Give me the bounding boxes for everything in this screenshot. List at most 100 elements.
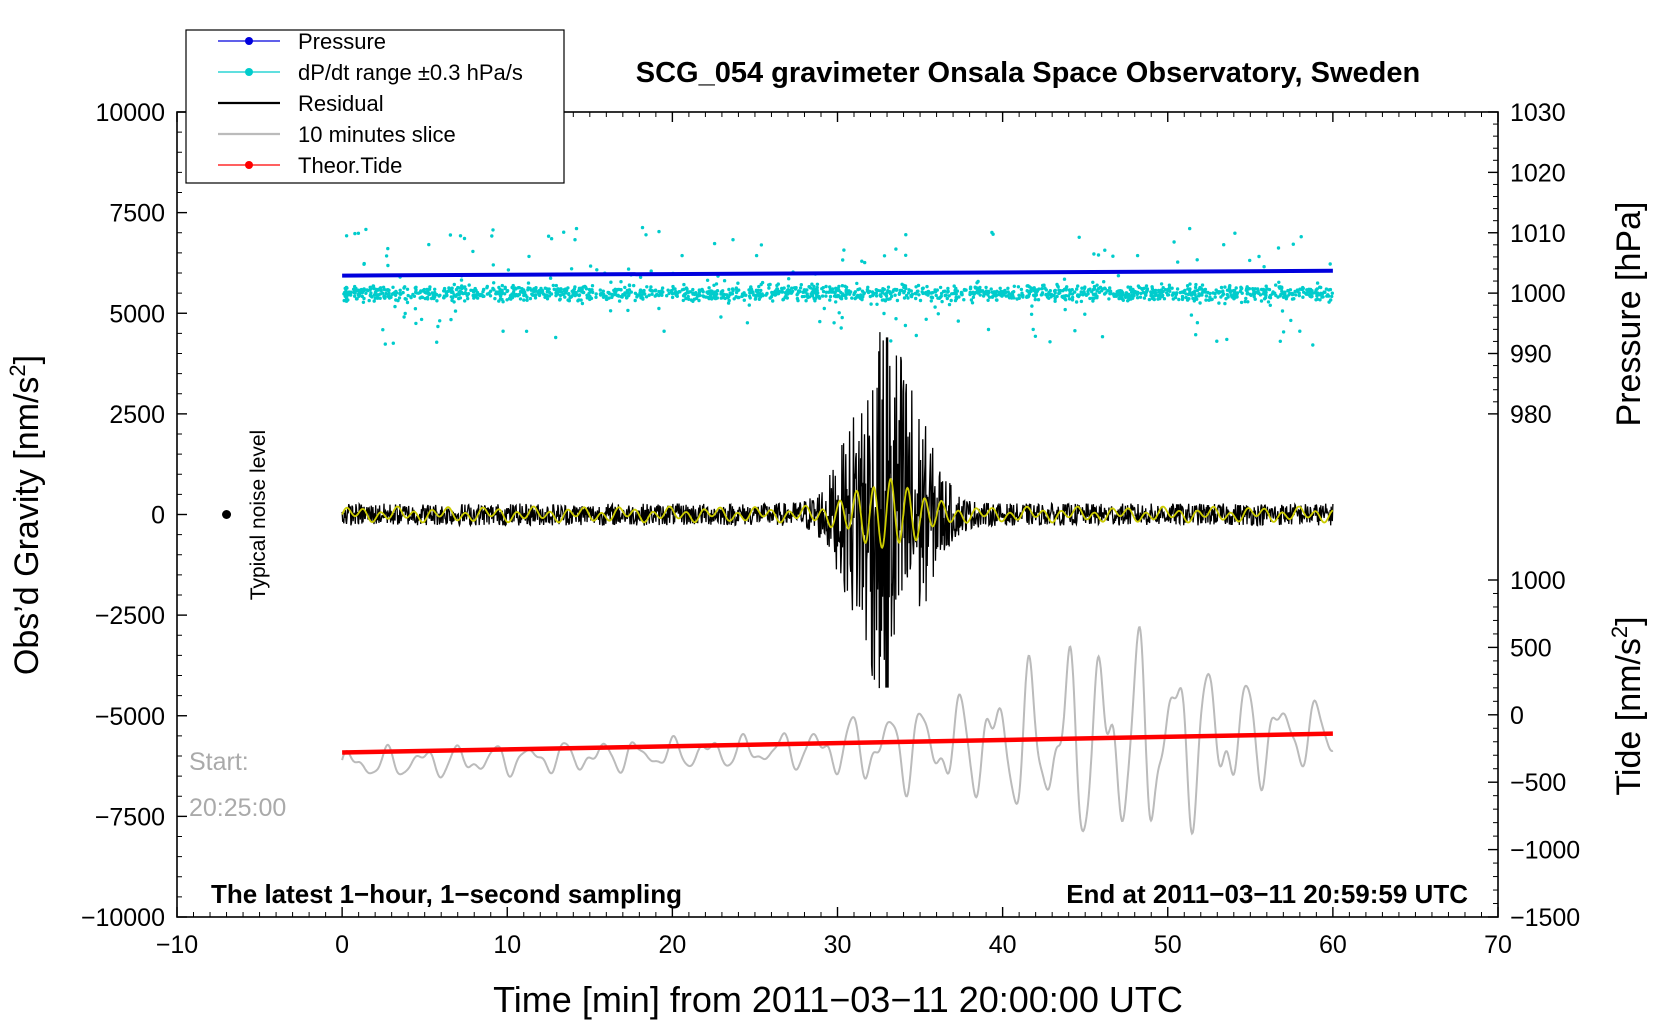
dpdt-point bbox=[449, 317, 453, 322]
dpdt-point bbox=[1070, 298, 1075, 302]
dpdt-point bbox=[641, 289, 646, 294]
dpdt-point bbox=[1327, 300, 1331, 304]
dpdt-point bbox=[534, 288, 538, 293]
dpdt-point bbox=[449, 295, 453, 299]
dpdt-point bbox=[1251, 288, 1256, 293]
dpdt-point bbox=[902, 296, 907, 300]
dpdt-point bbox=[860, 289, 865, 293]
dpdt-point bbox=[409, 295, 413, 299]
dpdt-point bbox=[1031, 327, 1035, 332]
dpdt-point bbox=[828, 298, 832, 302]
dpdt-point bbox=[820, 294, 825, 298]
dpdt-point bbox=[1091, 280, 1095, 284]
dpdt-point bbox=[376, 296, 380, 300]
dpdt-point bbox=[1082, 292, 1087, 296]
dpdt-point bbox=[362, 287, 366, 291]
dpdt-point bbox=[1264, 293, 1268, 297]
dpdt-point bbox=[903, 323, 908, 328]
dpdt-point bbox=[934, 293, 938, 298]
dpdt-point bbox=[1103, 248, 1107, 252]
dpdt-point bbox=[414, 288, 418, 292]
dpdt-point bbox=[902, 291, 906, 295]
dpdt-point bbox=[1188, 226, 1192, 231]
dpdt-point bbox=[962, 288, 967, 292]
dpdt-point bbox=[783, 290, 788, 295]
dpdt-point bbox=[752, 293, 756, 297]
dpdt-point bbox=[1248, 258, 1252, 263]
dpdt-point bbox=[362, 261, 366, 266]
dpdt-point bbox=[381, 328, 385, 332]
dpdt-point bbox=[811, 287, 815, 291]
dpdt-point bbox=[956, 319, 960, 323]
dpdt-point bbox=[454, 287, 459, 292]
dpdt-point bbox=[633, 298, 637, 303]
dpdt-point bbox=[747, 294, 752, 298]
dpdt-point bbox=[537, 293, 542, 298]
dpdt-point bbox=[886, 297, 891, 301]
dpdt-point bbox=[405, 300, 410, 305]
dpdt-point bbox=[1182, 289, 1186, 293]
dpdt-point bbox=[1161, 293, 1165, 298]
y-tick-label: −2500 bbox=[95, 602, 165, 630]
dpdt-point bbox=[976, 287, 981, 291]
dpdt-point bbox=[950, 292, 954, 296]
dpdt-point bbox=[1189, 313, 1194, 317]
dpdt-point bbox=[378, 286, 383, 290]
dpdt-point bbox=[650, 292, 654, 296]
dpdt-point bbox=[793, 287, 798, 291]
dpdt-point bbox=[975, 281, 979, 285]
dpdt-point bbox=[671, 287, 676, 291]
dpdt-point bbox=[795, 293, 799, 297]
dpdt-point bbox=[379, 288, 383, 293]
dpdt-point bbox=[564, 289, 568, 293]
dpdt-point bbox=[1088, 296, 1092, 301]
dpdt-point bbox=[357, 291, 361, 295]
dpdt-point bbox=[813, 299, 817, 303]
dpdt-point bbox=[1125, 294, 1130, 298]
dpdt-point bbox=[853, 290, 857, 294]
dpdt-point bbox=[1053, 299, 1057, 303]
dpdt-point bbox=[1143, 291, 1147, 295]
dpdt-point bbox=[1325, 294, 1329, 298]
dpdt-point bbox=[1257, 254, 1261, 259]
dpdt-point bbox=[574, 292, 578, 297]
dpdt-point bbox=[1006, 290, 1010, 294]
dpdt-point bbox=[844, 285, 849, 289]
dpdt-point bbox=[1053, 288, 1058, 293]
dpdt-point bbox=[1315, 281, 1320, 285]
dpdt-point bbox=[677, 290, 681, 294]
legend-label: dP/dt range ±0.3 hPa/s bbox=[298, 60, 523, 85]
dpdt-point bbox=[1098, 285, 1103, 289]
dpdt-point bbox=[522, 288, 526, 292]
dpdt-point bbox=[556, 292, 560, 296]
dpdt-point bbox=[1139, 291, 1143, 296]
dpdt-point bbox=[1126, 285, 1130, 289]
dpdt-point bbox=[660, 286, 665, 290]
dpdt-point bbox=[824, 294, 828, 298]
dpdt-point bbox=[759, 288, 763, 293]
tide-series bbox=[342, 731, 1333, 755]
dpdt-point bbox=[391, 285, 395, 289]
dpdt-point bbox=[1135, 296, 1140, 300]
dpdt-point bbox=[579, 289, 583, 293]
dpdt-point bbox=[1049, 292, 1054, 297]
dpdt-point bbox=[1207, 298, 1211, 302]
dpdt-point bbox=[538, 291, 543, 295]
left-axis-label: Obs’d Gravity [nm/s2] bbox=[5, 355, 46, 675]
tide-tick-label: 1000 bbox=[1510, 567, 1566, 595]
dpdt-point bbox=[781, 297, 786, 301]
dpdt-point bbox=[559, 287, 563, 291]
dpdt-point bbox=[1070, 288, 1074, 292]
dpdt-point bbox=[1029, 312, 1034, 316]
legend-box bbox=[185, 29, 565, 184]
x-tick-label: 10 bbox=[493, 931, 521, 959]
dpdt-point bbox=[1092, 252, 1096, 256]
dpdt-point bbox=[1289, 318, 1293, 323]
dpdt-point bbox=[894, 317, 898, 321]
dpdt-point bbox=[492, 281, 496, 285]
dpdt-point bbox=[1188, 282, 1192, 286]
dpdt-point bbox=[444, 291, 448, 295]
dpdt-point bbox=[1096, 253, 1101, 257]
legend-marker bbox=[245, 37, 253, 45]
dpdt-point bbox=[1296, 288, 1300, 292]
